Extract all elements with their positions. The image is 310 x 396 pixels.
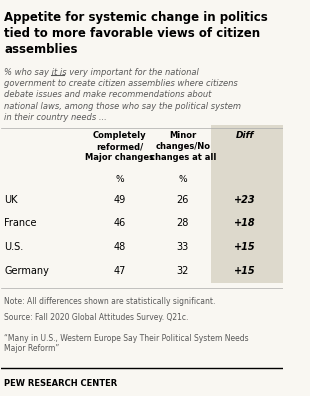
Text: 49: 49 bbox=[113, 195, 126, 205]
Text: “Many in U.S., Western Europe Say Their Political System Needs
Major Reform”: “Many in U.S., Western Europe Say Their … bbox=[4, 334, 249, 353]
Text: 26: 26 bbox=[177, 195, 189, 205]
Text: %: % bbox=[115, 175, 124, 184]
Text: Note: All differences shown are statistically significant.: Note: All differences shown are statisti… bbox=[4, 297, 215, 306]
Text: +23: +23 bbox=[234, 195, 255, 205]
Text: PEW RESEARCH CENTER: PEW RESEARCH CENTER bbox=[4, 379, 117, 388]
Text: %: % bbox=[179, 175, 187, 184]
Text: Completely
reformed/
Major changes: Completely reformed/ Major changes bbox=[85, 131, 154, 162]
Text: % who say it is very important for the national
government to create citizen ass: % who say it is very important for the n… bbox=[4, 68, 241, 122]
Text: Source: Fall 2020 Global Attitudes Survey. Q21c.: Source: Fall 2020 Global Attitudes Surve… bbox=[4, 313, 188, 322]
Text: +15: +15 bbox=[234, 242, 255, 252]
Text: 47: 47 bbox=[113, 266, 126, 276]
Text: 33: 33 bbox=[177, 242, 189, 252]
Text: Germany: Germany bbox=[4, 266, 49, 276]
Text: Diff: Diff bbox=[236, 131, 254, 140]
Text: +18: +18 bbox=[234, 219, 255, 228]
Text: 48: 48 bbox=[113, 242, 126, 252]
Text: France: France bbox=[4, 219, 37, 228]
Text: UK: UK bbox=[4, 195, 18, 205]
Text: U.S.: U.S. bbox=[4, 242, 24, 252]
Text: Appetite for systemic change in politics
tied to more favorable views of citizen: Appetite for systemic change in politics… bbox=[4, 11, 268, 56]
Text: 32: 32 bbox=[177, 266, 189, 276]
Text: Minor
changes/No
changes at all: Minor changes/No changes at all bbox=[150, 131, 216, 162]
Text: 28: 28 bbox=[177, 219, 189, 228]
Text: 46: 46 bbox=[113, 219, 126, 228]
Text: +15: +15 bbox=[234, 266, 255, 276]
FancyBboxPatch shape bbox=[211, 125, 283, 282]
